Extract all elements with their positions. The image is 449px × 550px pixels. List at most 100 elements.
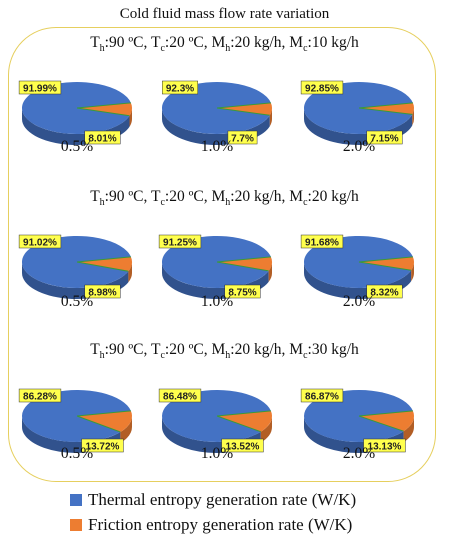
- thermal-data-label: 91.68%: [305, 238, 339, 249]
- friction-data-label: 7.7%: [231, 134, 254, 145]
- thermal-data-label-box: [158, 234, 202, 249]
- friction-wall: [129, 108, 132, 127]
- slice-divider: [358, 107, 413, 115]
- friction-data-label-box: [224, 284, 261, 299]
- slice-divider: [76, 415, 121, 433]
- friction-slice: [359, 102, 414, 115]
- friction-data-label: 8.98%: [88, 288, 116, 299]
- friction-data-label: 13.13%: [368, 442, 402, 453]
- thermal-data-label-box: [18, 388, 62, 403]
- thermal-data-label: 86.48%: [163, 392, 197, 403]
- friction-data-label: 13.72%: [86, 442, 120, 453]
- group-frame: [8, 27, 436, 482]
- friction-wall: [260, 416, 272, 443]
- th-value: 90 ºC: [108, 34, 144, 51]
- mc-value: 10 kg/h: [311, 34, 359, 51]
- thermal-slice: [21, 390, 131, 442]
- slice-divider: [216, 256, 271, 263]
- friction-data-label-box: [363, 438, 406, 453]
- pie-label: 0.5%: [61, 445, 93, 462]
- thermal-data-label-box: [300, 234, 344, 249]
- friction-slice: [359, 410, 414, 432]
- thermal-data-label-box: [300, 80, 344, 95]
- thermal-slice: [304, 236, 413, 289]
- friction-data-label: 7.15%: [370, 134, 398, 145]
- thermal-slice: [162, 389, 271, 442]
- legend-swatch-thermal: [70, 494, 82, 506]
- thermal-data-label: 92.3%: [166, 84, 194, 95]
- friction-slice: [77, 102, 132, 116]
- friction-slice: [217, 256, 272, 271]
- thermal-data-label-box: [18, 80, 62, 95]
- slice-divider: [358, 256, 413, 263]
- tc-value: 20 ºC: [169, 341, 204, 358]
- mh-value: 20 kg/h: [234, 341, 282, 358]
- slice-divider: [216, 261, 269, 272]
- friction-data-label-box: [366, 284, 403, 299]
- friction-slice: [359, 256, 414, 271]
- friction-data-label-box: [227, 130, 258, 145]
- legend-label-thermal: Thermal entropy generation rate (W/K): [88, 490, 357, 509]
- slice-divider: [358, 261, 412, 271]
- pie-label: 1.0%: [201, 445, 233, 462]
- legend-label-friction: Friction entropy generation rate (W/K): [88, 515, 353, 534]
- thermal-slice: [304, 389, 413, 442]
- friction-data-label-box: [81, 438, 124, 453]
- mc-value: 30 kg/h: [311, 341, 359, 358]
- friction-wall: [120, 416, 133, 443]
- thermal-data-label: 92.85%: [305, 84, 339, 95]
- legend-item-thermal: Thermal entropy generation rate (W/K): [70, 490, 356, 510]
- pie-label: 1.0%: [201, 138, 233, 155]
- mh-value: 20 kg/h: [234, 34, 282, 51]
- thermal-slice: [22, 236, 131, 288]
- pie-label: 2.0%: [343, 445, 375, 462]
- thermal-data-label: 91.25%: [163, 238, 197, 249]
- pie-label: 1.0%: [201, 293, 233, 310]
- tc-value: 20 ºC: [169, 188, 204, 205]
- friction-wall: [128, 262, 132, 283]
- condition-label: Th:90 ºC, Tc:20 ºC, Mh:20 kg/h, Mc:20 kg…: [90, 188, 359, 209]
- friction-data-label-box: [84, 284, 121, 299]
- slice-divider: [358, 410, 413, 417]
- friction-data-label-box: [366, 130, 403, 145]
- pie-label: 0.5%: [61, 293, 93, 310]
- slice-divider: [216, 102, 271, 109]
- thermal-data-label-box: [158, 388, 202, 403]
- friction-wall: [412, 108, 414, 126]
- thermal-slice: [162, 82, 271, 135]
- thermal-data-label: 91.99%: [23, 84, 57, 95]
- thermal-slice: [303, 82, 413, 134]
- friction-slice: [77, 256, 132, 272]
- friction-data-label-box: [221, 438, 264, 453]
- slice-divider: [216, 410, 271, 417]
- friction-wall: [268, 262, 272, 282]
- friction-wall: [269, 108, 273, 127]
- pie-label: 2.0%: [343, 293, 375, 310]
- slice-divider: [76, 102, 131, 109]
- thermal-slice: [162, 236, 271, 288]
- condition-label: Th:90 ºC, Tc:20 ºC, Mh:20 kg/h, Mc:10 kg…: [90, 34, 359, 55]
- legend-item-friction: Friction entropy generation rate (W/K): [70, 515, 352, 535]
- friction-data-label-box: [84, 130, 121, 145]
- friction-wall: [411, 262, 414, 282]
- friction-slice: [217, 102, 273, 116]
- tc-value: 20 ºC: [169, 34, 204, 51]
- friction-data-label: 13.52%: [226, 442, 260, 453]
- slice-divider: [216, 107, 270, 116]
- thermal-data-label-box: [300, 388, 344, 403]
- condition-label: Th:90 ºC, Tc:20 ºC, Mh:20 kg/h, Mc:30 kg…: [90, 341, 359, 362]
- slice-divider: [76, 256, 131, 263]
- friction-slice: [77, 410, 132, 432]
- friction-data-label: 8.32%: [370, 288, 398, 299]
- legend-swatch-friction: [70, 519, 82, 531]
- chart-title: Cold fluid mass flow rate variation: [119, 6, 330, 22]
- friction-wall: [403, 416, 414, 443]
- slice-divider: [76, 410, 131, 417]
- pie-label: 2.0%: [343, 138, 375, 155]
- thermal-slice: [21, 82, 131, 135]
- slice-divider: [76, 261, 129, 272]
- friction-data-label: 8.01%: [88, 134, 116, 145]
- slice-divider: [358, 415, 404, 432]
- thermal-data-label-box: [162, 80, 198, 95]
- slice-divider: [358, 102, 413, 109]
